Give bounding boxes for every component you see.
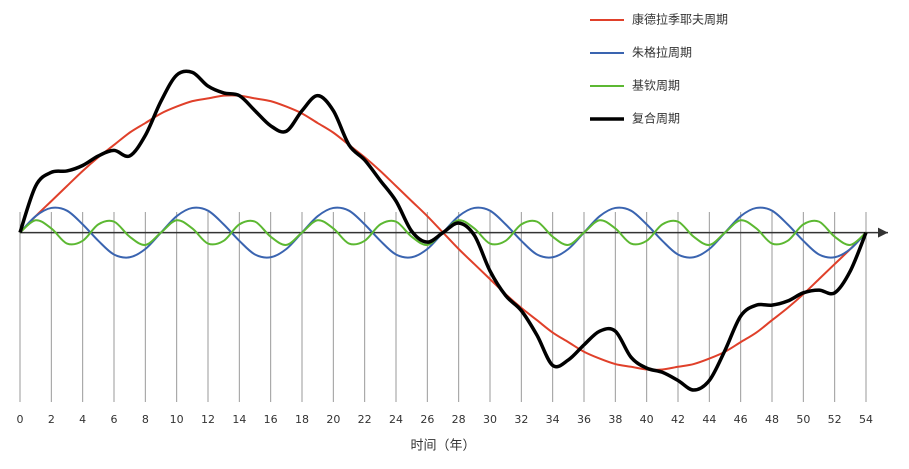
x-tick-label: 18 bbox=[295, 413, 309, 426]
x-tick-label: 42 bbox=[671, 413, 685, 426]
x-tick-label: 8 bbox=[142, 413, 149, 426]
x-tick-label: 46 bbox=[734, 413, 748, 426]
x-tick-label: 12 bbox=[201, 413, 215, 426]
series-line bbox=[18, 69, 868, 392]
x-tick-label: 34 bbox=[546, 413, 560, 426]
x-axis-label: 时间（年） bbox=[410, 439, 475, 454]
x-tick-label: 48 bbox=[765, 413, 779, 426]
x-tick-label: 24 bbox=[389, 413, 403, 426]
x-tick-label: 52 bbox=[828, 413, 842, 426]
x-tick-label: 6 bbox=[111, 413, 118, 426]
x-tick-label: 44 bbox=[702, 413, 716, 426]
x-tick-label: 28 bbox=[452, 413, 466, 426]
x-tick-label: 30 bbox=[483, 413, 497, 426]
x-tick-label: 36 bbox=[577, 413, 591, 426]
x-tick-label: 10 bbox=[170, 413, 184, 426]
x-tick-label: 14 bbox=[232, 413, 246, 426]
x-tick-label: 2 bbox=[48, 413, 55, 426]
x-tick-label: 4 bbox=[79, 413, 86, 426]
x-tick-label: 38 bbox=[608, 413, 622, 426]
x-tick-label: 0 bbox=[17, 413, 24, 426]
x-tick-label: 54 bbox=[859, 413, 873, 426]
axis-arrow bbox=[878, 227, 888, 238]
x-tick-label: 20 bbox=[326, 413, 340, 426]
x-tick-label: 22 bbox=[358, 413, 372, 426]
x-tick-label: 32 bbox=[514, 413, 528, 426]
x-tick-label: 26 bbox=[420, 413, 434, 426]
legend-label: 朱格拉周期 bbox=[632, 45, 692, 60]
legend-label: 基钦周期 bbox=[632, 79, 680, 93]
x-tick-label: 50 bbox=[796, 413, 810, 426]
x-tick-label: 16 bbox=[264, 413, 278, 426]
x-tick-label: 40 bbox=[640, 413, 654, 426]
legend-label: 复合周期 bbox=[632, 111, 680, 126]
legend-label: 康德拉季耶夫周期 bbox=[632, 12, 728, 27]
